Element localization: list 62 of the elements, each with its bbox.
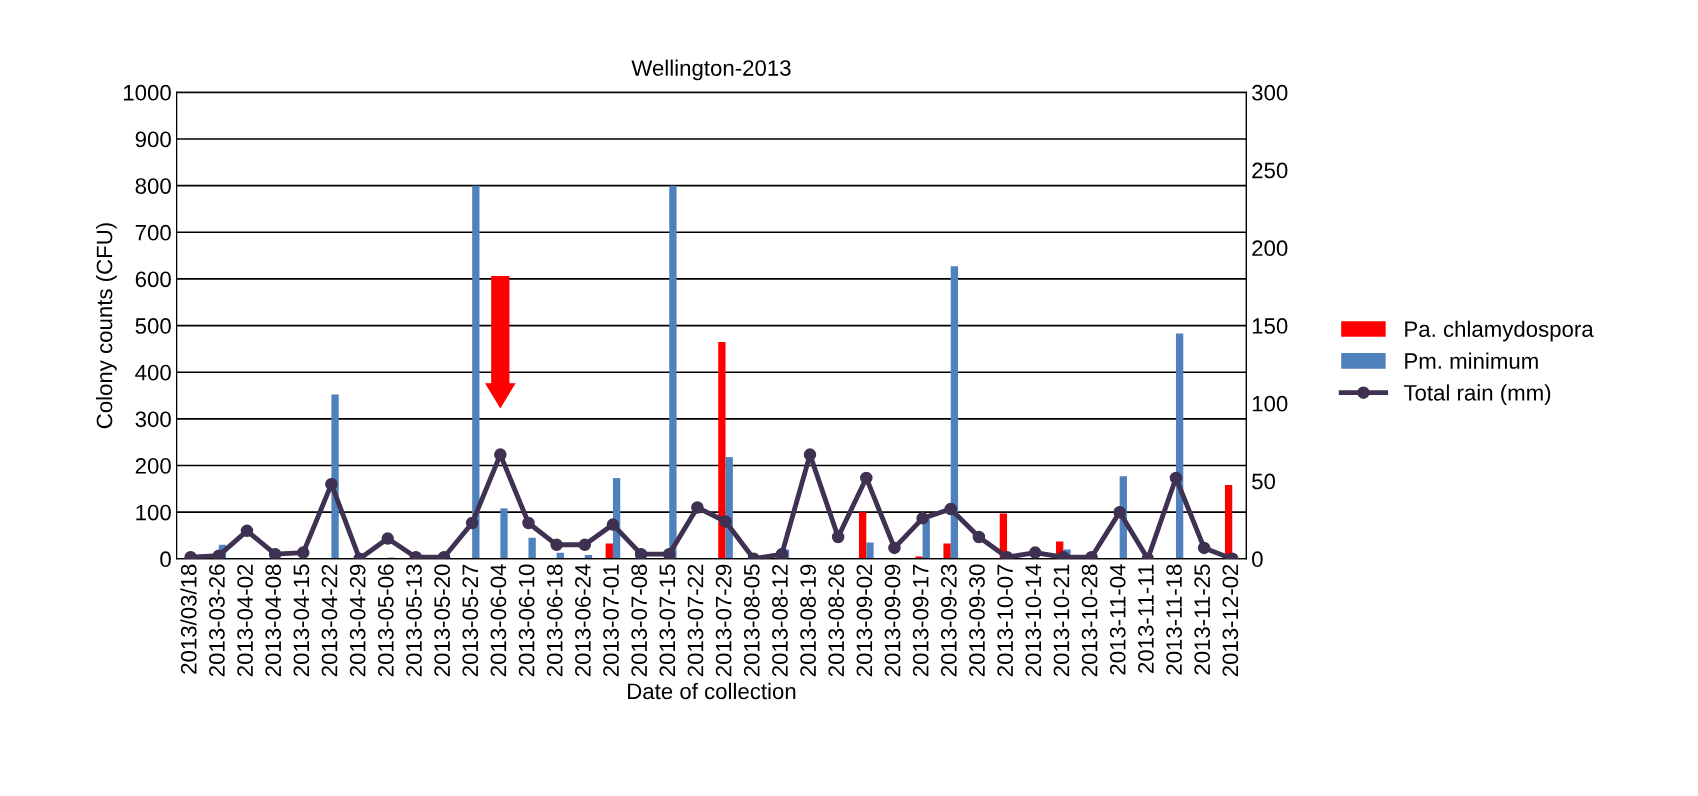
x-tick-label: 2013-09-23 [940,564,957,677]
y2-tick-label: 150 [1252,318,1288,334]
x-tick-label: 2013-04-29 [349,564,366,677]
x-tick-label: 2013-08-19 [800,564,816,677]
x-tick-label: 2013-04-15 [293,564,310,677]
y2-tick-label: 300 [1252,84,1288,101]
y-tick-label: 600 [135,271,171,288]
y2-tick-label: 250 [1252,162,1288,179]
x-tick-label: 2013-08-05 [743,564,760,677]
x-tick-label: 2013-09-30 [969,564,985,677]
x-tick-label: 2013-11-25 [1194,564,1211,675]
x-tick-label: 2013-06-04 [490,564,507,677]
x-tick-label: 2013-10-07 [997,564,1014,677]
y2-tick-label: 100 [1252,395,1288,412]
x-tick-label: 2013-08-12 [772,564,788,677]
x-tick-label: 2013-07-08 [631,564,648,677]
x-tick-label: 2013-06-10 [518,564,535,677]
x-tick-label: 2013-07-15 [659,564,676,677]
y-axis-title: Colony counts (CFU) [96,223,117,429]
y2-tick-label: 200 [1252,240,1288,257]
x-tick-label: 2013-10-28 [1081,564,1098,677]
x-tick-label: 2013-05-20 [434,564,450,677]
x-axis-title: Date of collection [628,682,796,700]
legend-label: Pa. chlamydospora [1405,320,1594,342]
x-tick-label: 2013-07-22 [687,564,704,677]
x-tick-label: 2013-04-22 [321,564,338,677]
x-tick-label: 2013-06-24 [575,564,591,677]
y2-tick-label: 0 [1252,551,1263,568]
x-tick-label: 2013-06-18 [546,564,563,677]
y-tick-label: 700 [135,224,171,241]
x-tick-label: 2013-03-26 [209,564,225,677]
x-tick-label: 2013-11-04 [1109,564,1126,675]
y-tick-label: 200 [135,458,171,474]
x-tick-label: 2013-11-11 [1138,564,1154,673]
y-tick-label: 100 [136,504,171,521]
y-tick-label: 1000 [123,84,171,101]
chart-title: Wellington-2013 [631,59,791,81]
x-tick-label: 2013-08-26 [828,564,845,677]
x-tick-label: 2013-11-18 [1166,564,1182,675]
y-tick-label: 0 [160,551,171,568]
y2-tick-label: 50 [1252,473,1276,490]
y-tick-label: 400 [135,364,171,381]
y-tick-label: 300 [135,411,171,428]
y-tick-label: 500 [135,318,171,334]
x-tick-label: 2013-04-08 [265,564,282,677]
x-tick-label: 2013-10-21 [1053,564,1070,677]
y-tick-label: 900 [135,131,171,148]
legend-label: Pm. minimum [1405,352,1538,369]
x-tick-label: 2013-05-27 [462,564,479,677]
y-tick-label: 800 [135,178,171,194]
legend-label: Total rain (mm) [1403,384,1551,406]
x-tick-label: 2013-04-02 [237,564,253,677]
x-tick-label: 2013-12-02 [1222,564,1239,677]
x-tick-label: 2013-07-29 [715,564,732,677]
x-tick-label: 2013/03/18 [180,564,197,674]
x-tick-label: 2013-09-17 [912,564,929,677]
x-tick-label: 2013-05-13 [406,564,422,677]
x-tick-label: 2013-09-09 [884,564,901,677]
x-tick-label: 2013-07-01 [603,564,619,677]
x-tick-label: 2013-10-14 [1025,564,1042,677]
x-tick-label: 2013-05-06 [377,564,394,677]
x-tick-label: 2013-09-02 [856,564,873,677]
